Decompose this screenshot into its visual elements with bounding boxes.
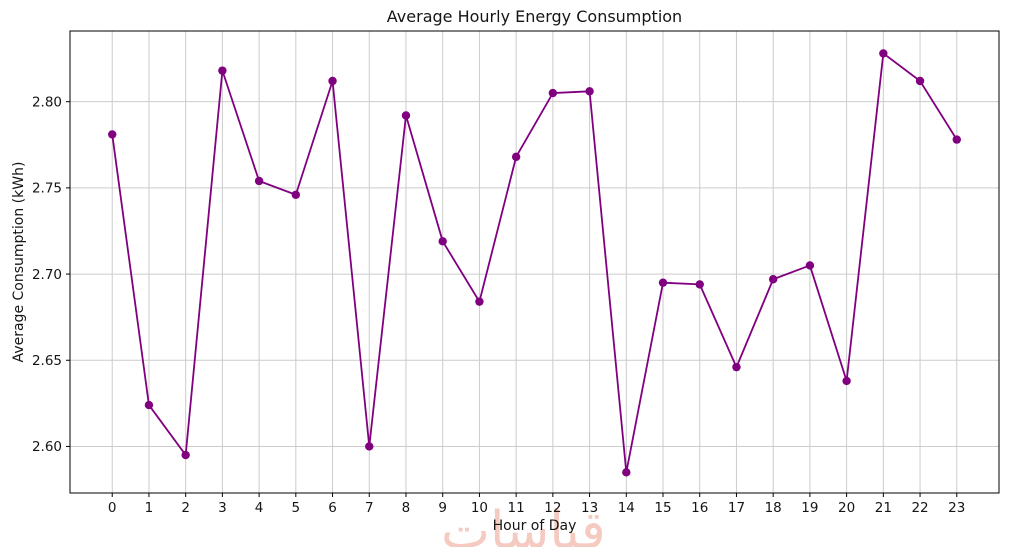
x-axis-label: Hour of Day <box>492 518 577 534</box>
data-point-hour-23 <box>952 135 961 144</box>
data-point-hour-6 <box>328 76 337 86</box>
x-tick-label: 4 <box>255 500 264 516</box>
y-axis-label: Average Consumption (kWh) <box>11 161 27 363</box>
data-point-hour-14 <box>622 468 631 477</box>
x-tick-label: 10 <box>471 500 488 516</box>
data-points <box>108 49 961 477</box>
x-tick-label: 1 <box>145 500 154 516</box>
x-tick-labels: 0 1 2 3 4 5 6 7 8 9 10 11 12 13 14 15 16 17 18 19 20 21 22 23 <box>108 493 965 516</box>
data-line <box>111 52 958 474</box>
x-tick-label: 12 <box>544 500 561 516</box>
x-tick-label: 3 <box>218 500 227 516</box>
x-tick-label: 5 <box>292 500 301 516</box>
data-point-hour-1 <box>144 400 154 410</box>
data-point-hour-20 <box>842 376 851 386</box>
x-tick-label: 14 <box>618 500 635 516</box>
x-tick-label: 8 <box>402 500 411 516</box>
data-point-hour-4 <box>254 176 264 186</box>
data-point-hour-16 <box>695 280 704 289</box>
x-tick-label: 9 <box>438 500 447 516</box>
x-tick-label: 21 <box>875 500 892 516</box>
data-point-hour-22 <box>915 76 925 86</box>
y-tick-label: 2.80 <box>32 94 62 110</box>
y-tick-label: 2.75 <box>32 181 62 197</box>
x-tick-label: 22 <box>911 500 928 516</box>
data-point-hour-9 <box>438 237 447 246</box>
x-tick-label: 17 <box>728 500 745 516</box>
grid-lines <box>70 31 999 493</box>
x-tick-label: 11 <box>508 500 525 516</box>
data-point-hour-12 <box>548 88 558 98</box>
x-tick-label: 23 <box>948 500 965 516</box>
data-point-hour-21 <box>879 49 888 58</box>
data-point-hour-8 <box>401 111 411 120</box>
data-point-hour-3 <box>218 66 227 75</box>
chart-title: Average Hourly Energy Consumption <box>386 7 683 26</box>
y-tick-label: 2.70 <box>32 267 62 283</box>
data-point-hour-0 <box>108 130 117 139</box>
data-point-hour-2 <box>181 450 190 460</box>
x-tick-label: 18 <box>765 500 782 516</box>
x-tick-label: 6 <box>328 500 337 516</box>
data-point-hour-17 <box>732 362 741 372</box>
data-point-hour-13 <box>585 87 594 96</box>
x-tick-label: 16 <box>691 500 708 516</box>
x-tick-label: 15 <box>654 500 671 516</box>
data-point-hour-10 <box>475 297 484 306</box>
y-tick-label: 2.60 <box>32 439 62 455</box>
data-point-hour-15 <box>658 278 668 287</box>
y-tick-label: 2.65 <box>32 353 62 369</box>
watermark-text: قياسات <box>441 501 606 547</box>
x-tick-label: 2 <box>181 500 190 516</box>
data-point-hour-5 <box>291 190 301 199</box>
y-tick-labels: 2.60 2.65 2.70 2.75 2.80 <box>32 94 70 455</box>
data-point-hour-7 <box>365 442 374 451</box>
axes-spines <box>69 30 1000 494</box>
x-tick-label: 7 <box>365 500 374 516</box>
data-point-hour-11 <box>511 152 521 162</box>
x-tick-label: 20 <box>838 500 855 516</box>
x-tick-label: 0 <box>108 500 117 516</box>
data-point-hour-19 <box>805 261 815 270</box>
data-point-hour-18 <box>768 275 778 284</box>
x-tick-label: 19 <box>801 500 818 516</box>
x-tick-label: 13 <box>581 500 598 516</box>
